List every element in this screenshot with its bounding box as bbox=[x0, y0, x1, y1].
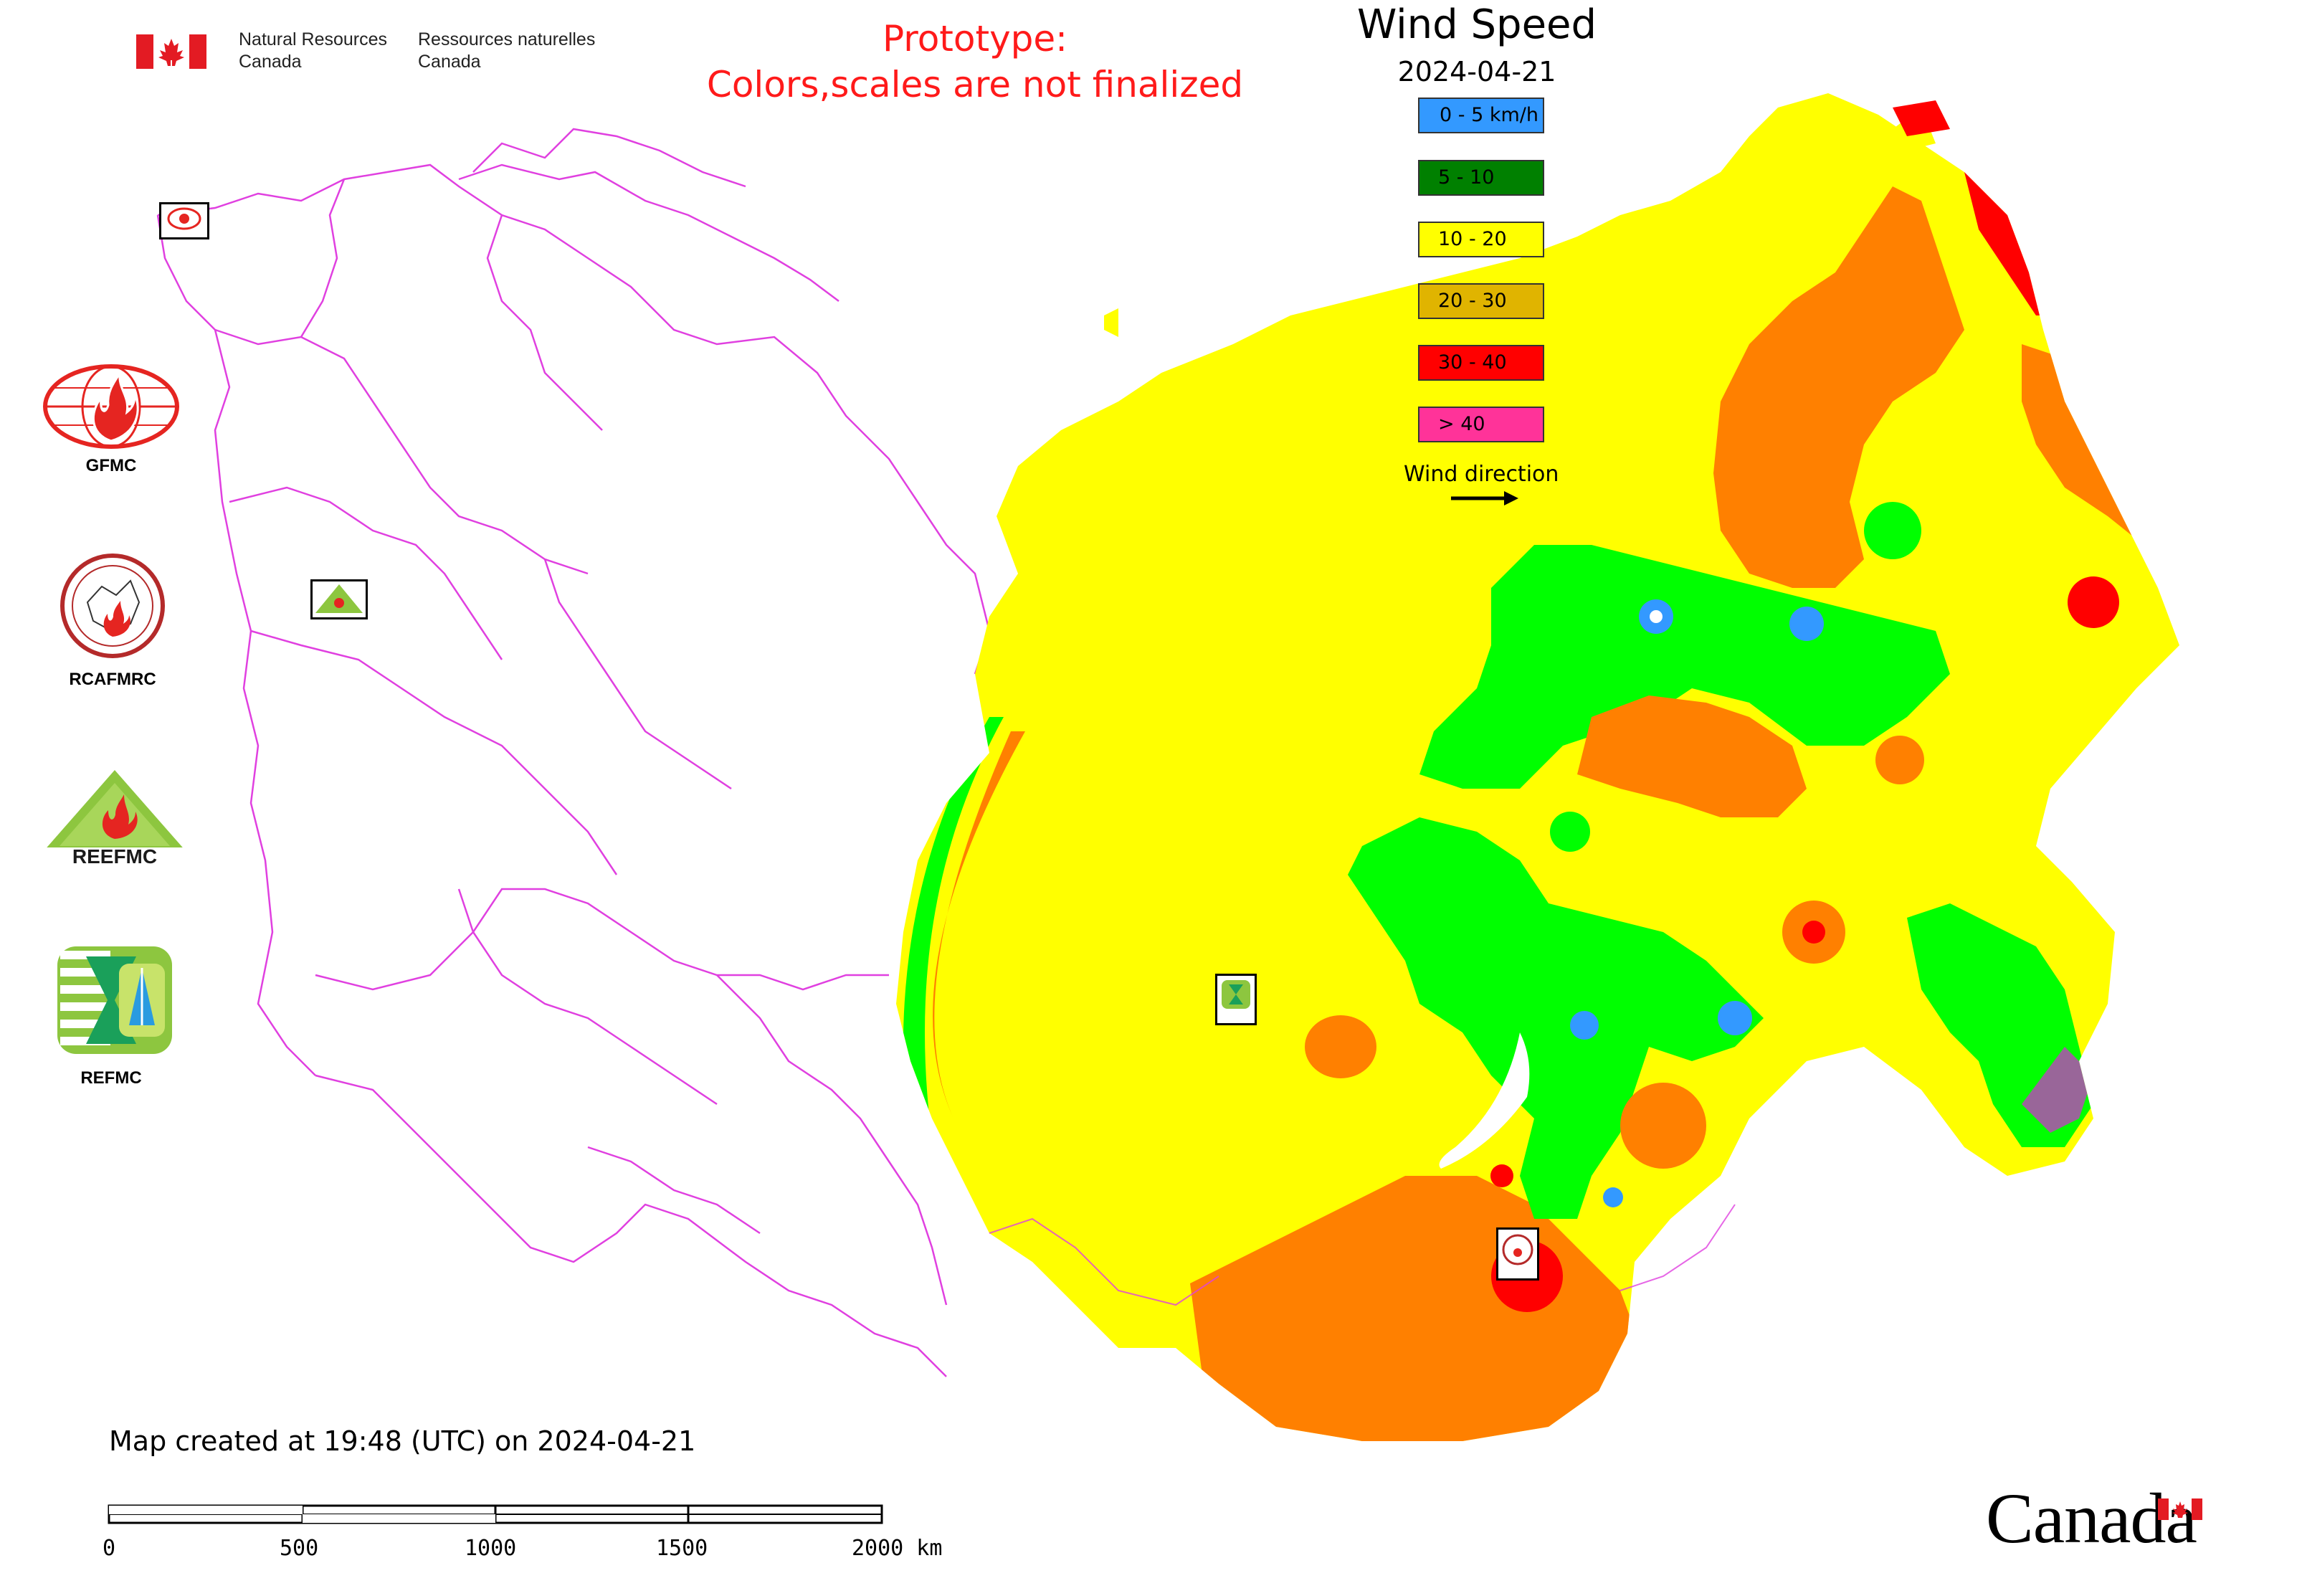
zone-green-spot bbox=[1864, 502, 1921, 559]
zone-red-spot-2 bbox=[1802, 921, 1825, 944]
zone-green-spot-2 bbox=[1550, 812, 1590, 852]
prototype-notice-line1: Prototype: bbox=[882, 18, 1068, 60]
scale-tick-1000: 1000 bbox=[465, 1536, 517, 1561]
scale-tick-500: 500 bbox=[280, 1536, 319, 1561]
reefmc-logo-text: REEFMC bbox=[72, 845, 157, 868]
zone-red-kamchatka bbox=[2068, 576, 2119, 628]
refmc-logo bbox=[57, 946, 172, 1054]
scale-tick-2000: 2000 km bbox=[852, 1536, 943, 1561]
zone-blue-spot-5 bbox=[1603, 1187, 1623, 1207]
agency-name-fr: Ressources naturelles Canada bbox=[418, 29, 595, 73]
zone-orange-central-east bbox=[1577, 695, 1807, 817]
agency-name-en: Natural Resources Canada bbox=[239, 29, 387, 73]
zone-green-northeast bbox=[1419, 545, 1950, 789]
map-title: Wind Speed bbox=[1356, 1, 1597, 48]
wind-direction-label: Wind direction bbox=[1404, 462, 1559, 487]
zone-magenta-coast bbox=[2022, 1047, 2093, 1133]
zone-blue-spot-4 bbox=[1789, 607, 1824, 641]
wind-direction-arrow-icon bbox=[1451, 491, 1518, 505]
legend-item-over-40: > 40 bbox=[1418, 407, 1544, 442]
agency-logo bbox=[136, 34, 206, 69]
zone-orange-spot bbox=[1305, 1015, 1376, 1078]
map-created-text: Map created at 19:48 (UTC) on 2024-04-21 bbox=[109, 1425, 696, 1457]
rcafmrc-marker bbox=[1496, 1227, 1539, 1281]
legend-item-0-5: 0 - 5 km/h bbox=[1418, 98, 1544, 133]
agency-name-en-line1: Natural Resources bbox=[239, 29, 388, 49]
zone-red-south-small bbox=[1490, 1164, 1513, 1187]
zone-white-spot bbox=[1650, 610, 1663, 623]
country-borders bbox=[156, 128, 1521, 1377]
legend-item-20-30: 20 - 30 bbox=[1418, 283, 1544, 319]
gfmc-label: GFMC bbox=[85, 456, 137, 475]
zone-green-spot-3 bbox=[1703, 635, 1752, 684]
prototype-notice-line2: Colors,scales are not finalized bbox=[706, 64, 1244, 105]
canada-wordmark-flag-icon bbox=[2158, 1498, 2202, 1520]
zone-orange-spot-4 bbox=[1620, 1083, 1706, 1169]
gfmc-logo bbox=[39, 362, 183, 452]
legend-item-10-20: 10 - 20 bbox=[1418, 222, 1544, 257]
zone-green-central bbox=[1348, 817, 1764, 1219]
refmc-marker bbox=[1215, 974, 1257, 1025]
agency-name-fr-line2: Canada bbox=[418, 52, 481, 72]
scale-bar-graphic bbox=[108, 1504, 883, 1524]
prototype-notice: Prototype: Colors,scales are not finaliz… bbox=[652, 16, 1298, 108]
agency-name-fr-line1: Ressources naturelles bbox=[418, 29, 596, 49]
wind-speed-field bbox=[896, 93, 2179, 1441]
legend-item-5-10: 5 - 10 bbox=[1418, 160, 1544, 196]
refmc-label: REFMC bbox=[80, 1068, 142, 1088]
map-date: 2024-04-21 bbox=[1397, 56, 1556, 87]
zone-orange-northeast bbox=[1713, 186, 1964, 588]
zone-blue-spot-3 bbox=[1718, 1001, 1752, 1035]
legend-item-30-40: 30 - 40 bbox=[1418, 345, 1544, 381]
lake-baikal bbox=[1439, 1032, 1530, 1169]
data-borders bbox=[989, 1204, 1736, 1306]
rcafmrc-label: RCAFMRC bbox=[69, 670, 156, 689]
scale-tick-0: 0 bbox=[103, 1536, 116, 1561]
reefmc-marker bbox=[310, 579, 368, 619]
rcafmrc-logo bbox=[59, 552, 166, 660]
gfmc-marker bbox=[159, 202, 209, 239]
arctic-island-red bbox=[1893, 100, 1950, 136]
scale-tick-1500: 1500 bbox=[656, 1536, 708, 1561]
zone-orange-spot-3 bbox=[1875, 736, 1924, 784]
zone-blue-spot-2 bbox=[1570, 1011, 1599, 1040]
agency-name-en-line2: Canada bbox=[239, 52, 302, 72]
reefmc-logo: REEFMC bbox=[39, 767, 190, 868]
